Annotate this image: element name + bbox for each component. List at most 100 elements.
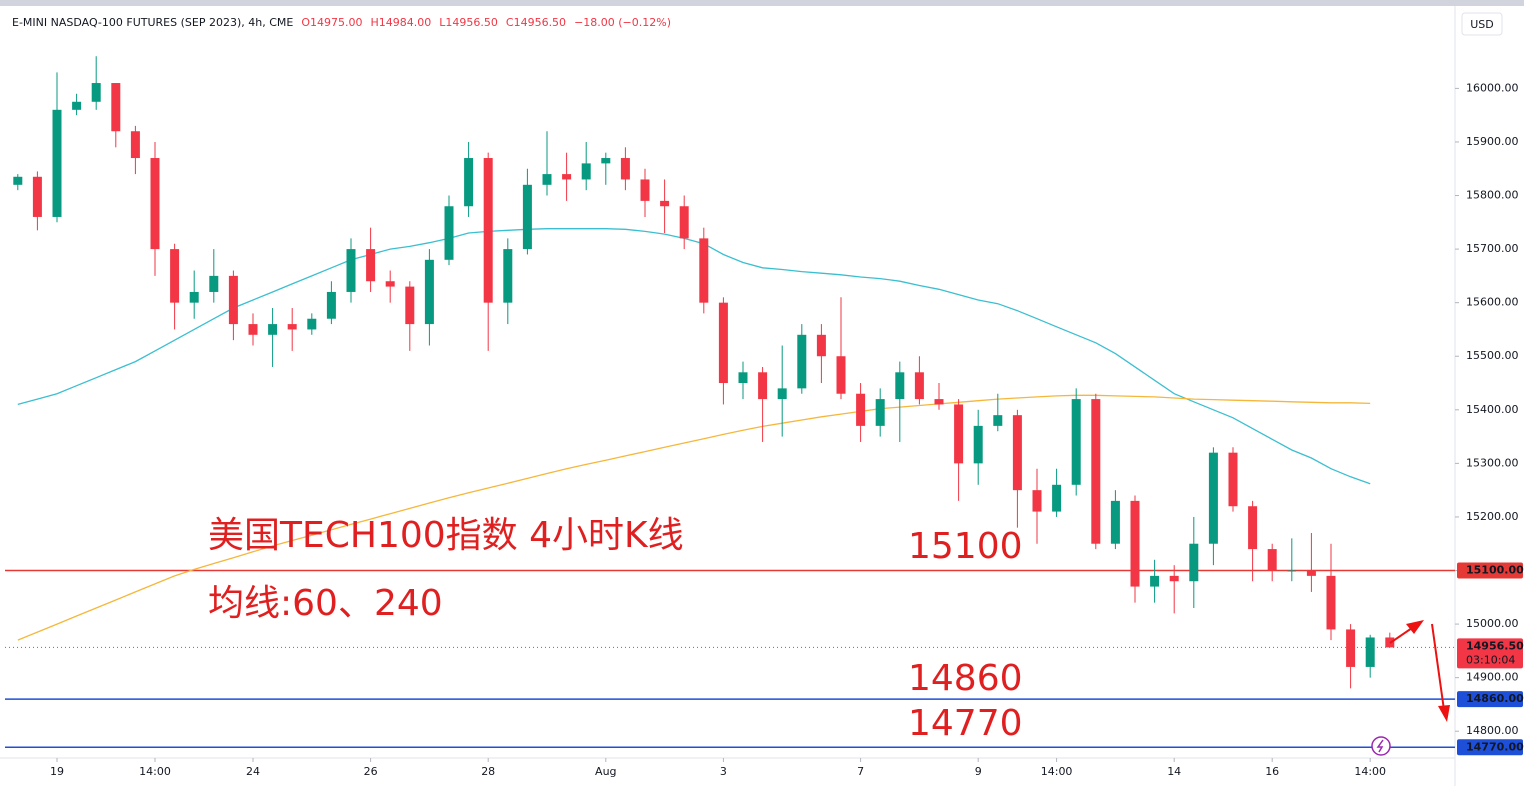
candle-body: [542, 174, 552, 185]
candle-body: [1306, 570, 1316, 576]
candle-body: [836, 356, 846, 394]
x-tick-label: 14:00: [1354, 765, 1386, 778]
legend-text: C14956.50: [506, 16, 566, 29]
candle-body: [1228, 452, 1238, 507]
x-tick-label: Aug: [595, 765, 616, 778]
candle-body: [679, 206, 689, 239]
top-border: [0, 0, 1524, 6]
x-tick-label: 7: [857, 765, 864, 778]
alert-icon[interactable]: [1371, 736, 1391, 756]
level-tag: [1457, 562, 1523, 579]
candle-body: [268, 324, 278, 335]
candle-body: [640, 179, 650, 201]
y-tick-label: 15000.00: [1466, 617, 1519, 630]
candle-body: [170, 249, 180, 303]
candle-body: [1326, 575, 1336, 630]
candle-body: [32, 176, 42, 217]
legend-text: H14984.00: [371, 16, 432, 29]
candle-body: [405, 286, 415, 325]
level-label: 14770.00: [1466, 740, 1524, 753]
candle-body: [973, 425, 983, 464]
y-tick-label: 15300.00: [1466, 456, 1519, 469]
level-tag: [1457, 739, 1523, 756]
annotation-level: 14770: [908, 703, 1023, 744]
candle-body: [385, 281, 395, 287]
y-tick-label: 15800.00: [1466, 189, 1519, 202]
x-tick-label: 28: [481, 765, 495, 778]
legend-header: E-MINI NASDAQ-100 FUTURES (SEP 2023), 4h…: [12, 16, 671, 29]
candle-body: [816, 334, 826, 357]
legend-text: L14956.50: [439, 16, 498, 29]
candle-body: [718, 302, 728, 384]
candle-body: [1267, 549, 1277, 571]
candle-body: [13, 176, 23, 185]
x-tick-label: 3: [720, 765, 727, 778]
candle-body: [1052, 484, 1062, 512]
candle-body: [562, 174, 572, 180]
candle-body: [581, 163, 591, 180]
candle-body: [483, 158, 493, 303]
candle-body: [1150, 575, 1160, 587]
y-tick-label: 15600.00: [1466, 296, 1519, 309]
candle-body: [111, 83, 121, 132]
x-tick-label: 24: [246, 765, 260, 778]
candle-body: [1130, 500, 1140, 587]
annotation-level: 15100: [908, 526, 1023, 567]
candle-body: [424, 259, 434, 325]
candle-body: [738, 372, 748, 384]
level-label: 14860.00: [1466, 692, 1524, 705]
y-tick-label: 15700.00: [1466, 242, 1519, 255]
candle-body: [189, 291, 199, 303]
candle-body: [522, 184, 532, 250]
candle-body: [699, 238, 709, 303]
candle-body: [1208, 452, 1218, 544]
candle-body: [307, 318, 317, 330]
candle-body: [248, 324, 258, 335]
candle-body: [346, 249, 356, 292]
candle-body: [91, 83, 101, 102]
legend-text: E-MINI NASDAQ-100 FUTURES (SEP 2023), 4h…: [12, 16, 293, 29]
candle-body: [660, 200, 670, 207]
candle-body: [1032, 490, 1042, 512]
moving-average: [17, 228, 1371, 485]
y-tick-label: 14800.00: [1466, 724, 1519, 737]
candle-body: [1365, 637, 1375, 667]
x-tick-label: 14:00: [1041, 765, 1073, 778]
candle-body: [954, 404, 964, 464]
plot: 14800.00 14900.00 15000.00 15100.00 15200.00…: [5, 56, 1524, 778]
candle-body: [1071, 399, 1081, 485]
candle-body: [601, 158, 611, 164]
annotation-title: 美国TECH100指数 4小时K线: [208, 515, 684, 556]
y-tick-label: 14900.00: [1466, 671, 1519, 684]
y-tick-label: 15200.00: [1466, 510, 1519, 523]
candle-body: [777, 388, 787, 400]
candle-body: [52, 109, 62, 217]
level-label: 15100.00: [1466, 564, 1524, 577]
arrow-up: [1389, 620, 1424, 644]
candle-body: [856, 393, 866, 426]
x-tick-label: 19: [50, 765, 64, 778]
candle-body: [1189, 543, 1199, 582]
x-tick-label: 9: [975, 765, 982, 778]
candle-body: [1248, 506, 1258, 550]
annotation-ma: 均线:60、240: [208, 583, 443, 624]
currency: USD: [1470, 18, 1494, 31]
x-tick-label: 14:00: [139, 765, 171, 778]
candle-body: [209, 275, 219, 292]
candle-body: [72, 101, 82, 110]
candle-body: [130, 131, 140, 159]
candle-body: [993, 415, 1003, 426]
countdown: 03:10:04: [1466, 653, 1515, 666]
y-tick-label: 15900.00: [1466, 135, 1519, 148]
currency-button[interactable]: [1461, 12, 1503, 36]
candle-body: [1287, 570, 1297, 572]
candle-body: [1169, 575, 1179, 582]
candle-body: [914, 372, 924, 400]
legend-text: O14975.00: [301, 16, 362, 29]
legend-text: −18.00 (−0.12%): [574, 16, 671, 29]
candle-body: [1091, 399, 1101, 544]
level-tag: [1457, 691, 1523, 708]
candle-body: [875, 399, 885, 426]
candle-body: [228, 275, 238, 325]
